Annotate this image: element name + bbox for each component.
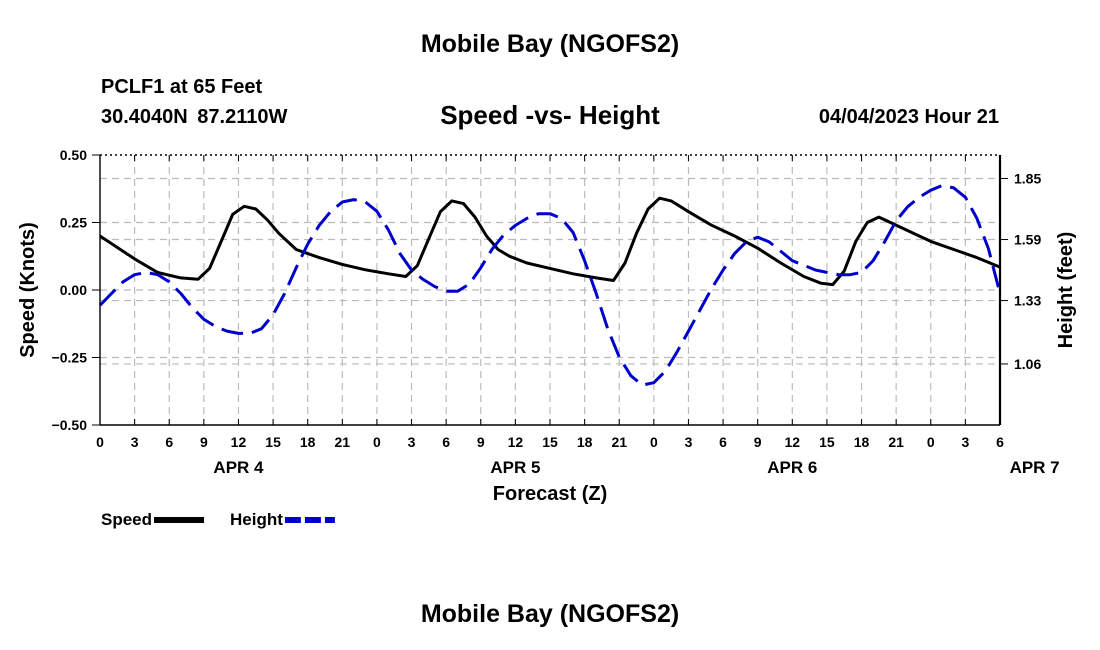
- chart-subtitle: Speed -vs- Height: [440, 100, 660, 130]
- axes-layer: 0 3 6 9 12 15 18 21 0 3 6 9 12 15 18 21 0 3 6 9 12 15 18 21 0 3 6A…: [52, 147, 1060, 477]
- x-tick-label: 3: [408, 434, 416, 450]
- x-tick-label: 0: [373, 434, 381, 450]
- x-tick-label: 0: [927, 434, 935, 450]
- x-tick-label: 21: [888, 434, 904, 450]
- x-tick-label: 21: [611, 434, 627, 450]
- x-tick-label: 3: [961, 434, 969, 450]
- x-tick-label: 18: [300, 434, 316, 450]
- y2-tick-label: 1.59: [1014, 232, 1041, 248]
- day-label: APR 4: [213, 458, 264, 477]
- x-tick-label: 18: [577, 434, 593, 450]
- series-height-line: [98, 184, 1002, 387]
- x-tick-label: 6: [996, 434, 1004, 450]
- y2-tick-label: 1.85: [1014, 170, 1041, 186]
- series-speed-line: [99, 196, 1001, 287]
- y-tick-label: 0.25: [60, 215, 87, 231]
- x-tick-label: 15: [819, 434, 835, 450]
- legend-label-height: Height: [230, 510, 283, 529]
- x-tick-label: 12: [508, 434, 524, 450]
- x-tick-label: 15: [265, 434, 281, 450]
- day-label: APR 7: [1010, 458, 1060, 477]
- forecast-datetime: 04/04/2023 Hour 21: [818, 106, 999, 128]
- series-layer: [98, 184, 1002, 387]
- y-tick-label: −0.25: [52, 350, 88, 366]
- x-tick-label: 6: [442, 434, 450, 450]
- x-tick-label: 0: [96, 434, 104, 450]
- legend: Speed Height: [101, 510, 335, 529]
- x-tick-label: 3: [131, 434, 139, 450]
- x-tick-label: 6: [719, 434, 727, 450]
- x-tick-label: 0: [650, 434, 658, 450]
- chart-title-bottom: Mobile Bay (NGOFS2): [420, 600, 680, 628]
- y2-axis-title: Height (feet): [1055, 232, 1077, 349]
- legend-label-speed: Speed: [101, 510, 152, 529]
- x-tick-label: 21: [335, 434, 351, 450]
- chart-title-top: Mobile Bay (NGOFS2): [420, 30, 680, 58]
- x-tick-label: 12: [231, 434, 247, 450]
- x-tick-label: 9: [754, 434, 762, 450]
- x-tick-label: 12: [785, 434, 801, 450]
- x-tick-label: 15: [542, 434, 558, 450]
- coordinates-label: 30.4040N 87.2110W: [101, 106, 288, 128]
- y2-tick-label: 1.33: [1014, 293, 1041, 309]
- y2-tick-label: 1.06: [1014, 356, 1041, 372]
- day-label: APR 5: [490, 458, 540, 477]
- y-tick-label: 0.50: [60, 147, 87, 163]
- x-tick-label: 18: [854, 434, 870, 450]
- grid-layer: [100, 155, 1000, 425]
- x-tick-label: 6: [165, 434, 173, 450]
- day-label: APR 6: [767, 458, 817, 477]
- x-axis-title: Forecast (Z): [493, 483, 607, 505]
- x-tick-label: 9: [477, 434, 485, 450]
- x-tick-label: 3: [685, 434, 693, 450]
- y-axis-title: Speed (Knots): [17, 222, 39, 358]
- station-label: PCLF1 at 65 Feet: [101, 76, 263, 98]
- y-tick-label: 0.00: [60, 282, 87, 298]
- y-tick-label: −0.50: [52, 417, 88, 433]
- x-tick-label: 9: [200, 434, 208, 450]
